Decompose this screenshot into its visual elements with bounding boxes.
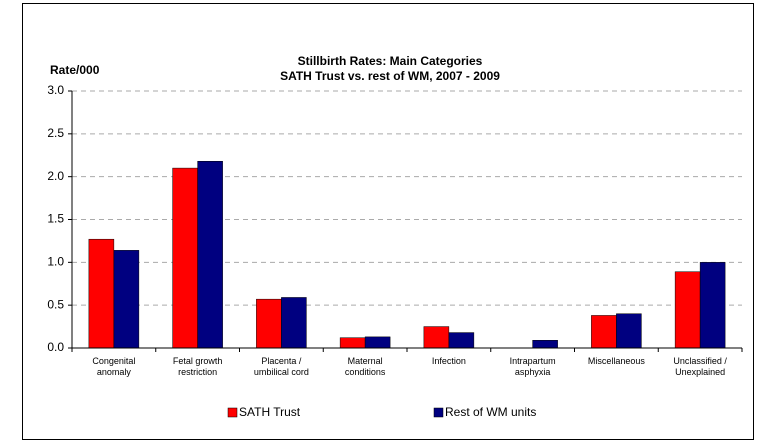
bar: [88, 238, 115, 349]
x-tick-label: Maternal conditions: [344, 356, 386, 377]
x-tick-label: Miscellaneous: [587, 356, 645, 366]
bar: [364, 336, 391, 349]
x-tick-label: Infection: [431, 356, 466, 366]
bar: [616, 313, 642, 349]
y-tick-label: 2.0: [47, 169, 64, 183]
bar: [591, 315, 617, 349]
y-tick-label: 2.5: [47, 126, 64, 140]
x-tick-label: Fetal growth restriction: [172, 356, 223, 377]
bar: [256, 298, 282, 349]
bar: [532, 340, 558, 349]
chart-title: Stillbirth Rates: Main Categories: [298, 54, 483, 68]
bar: [172, 167, 198, 349]
legend-swatch: [433, 407, 444, 418]
bar: [699, 262, 726, 349]
y-tick-label: 1.5: [47, 212, 64, 226]
chart-border: [22, 3, 754, 440]
y-tick-label: 0.0: [47, 340, 64, 354]
x-tick-label: Intrapartum asphyxia: [509, 356, 556, 377]
bar: [423, 326, 450, 349]
bar: [674, 271, 701, 349]
bar: [197, 160, 223, 349]
legend-label: Rest of WM units: [445, 405, 536, 419]
y-axis-label: Rate/000: [50, 63, 100, 77]
y-tick-label: 0.5: [47, 297, 64, 311]
bar: [113, 250, 140, 349]
legend-label: SATH Trust: [239, 405, 301, 419]
legend-swatch: [227, 407, 238, 418]
y-tick-label: 1.0: [47, 255, 64, 269]
x-tick-label: Congenital anomaly: [92, 356, 136, 377]
x-tick-label: Unclassified / Unexplained: [673, 356, 727, 377]
y-tick-label: 3.0: [47, 83, 64, 97]
bar: [281, 297, 307, 349]
bar: [339, 337, 366, 349]
chart-subtitle: SATH Trust vs. rest of WM, 2007 - 2009: [280, 69, 500, 83]
x-tick-label: Placenta / umbilical cord: [253, 356, 309, 377]
bar: [448, 332, 475, 349]
